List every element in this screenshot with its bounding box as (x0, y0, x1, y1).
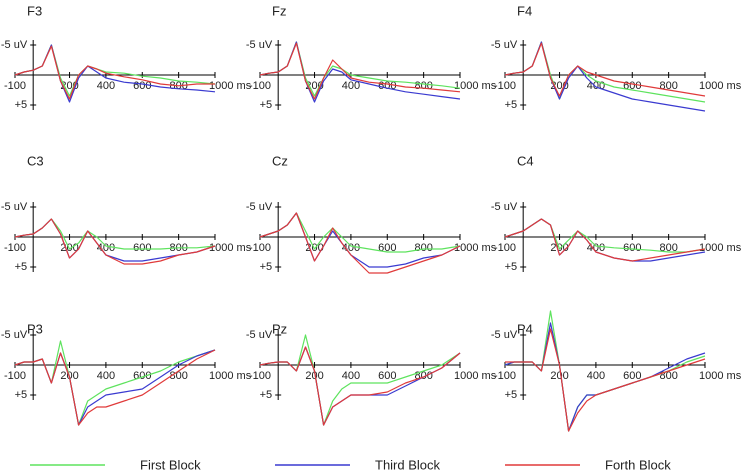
erp-line (504, 42, 706, 97)
panel-title: Cz (272, 153, 288, 168)
y-tick-label: -5 uV (1, 329, 28, 341)
erp-line (504, 218, 706, 262)
erp-line (14, 340, 216, 426)
x-tick-label: 600 (133, 242, 151, 254)
panel-title: C3 (27, 153, 44, 168)
erp-line (259, 346, 461, 426)
erp-line (259, 212, 461, 274)
panel-title: F4 (517, 3, 532, 18)
panel-title: P3 (27, 321, 43, 336)
y-tick-label: -5 uV (246, 329, 273, 341)
erp-line (505, 328, 706, 432)
x-tick-label: -100 (249, 370, 271, 382)
y-tick-label: +5 (505, 261, 518, 273)
legend-label: First Block (140, 457, 201, 472)
legend-label: Forth Block (605, 457, 671, 472)
panel-title: F3 (27, 3, 42, 18)
y-tick-label: +5 (260, 99, 273, 111)
erp-line (14, 349, 216, 426)
x-tick-label: 1000 ms (209, 370, 252, 382)
x-tick-label: -100 (494, 242, 516, 254)
x-tick-label: 800 (169, 370, 187, 382)
x-tick-label: 1000 ms (454, 242, 497, 254)
y-tick-label: +5 (15, 261, 28, 273)
x-tick-label: -100 (494, 370, 516, 382)
erp-line (14, 218, 216, 265)
x-tick-label: 400 (587, 242, 605, 254)
x-tick-label: 1000 ms (699, 80, 742, 92)
y-tick-label: +5 (15, 99, 28, 111)
x-tick-label: -100 (4, 242, 26, 254)
x-tick-label: -100 (4, 370, 26, 382)
x-tick-label: 800 (414, 80, 432, 92)
x-tick-label: 400 (342, 80, 360, 92)
x-tick-label: 1000 ms (699, 242, 742, 254)
y-tick-label: -5 uV (246, 201, 273, 213)
x-tick-label: 400 (342, 370, 360, 382)
x-tick-label: 1000 ms (699, 370, 742, 382)
x-tick-label: 200 (305, 370, 323, 382)
x-tick-label: 400 (97, 242, 115, 254)
y-tick-label: +5 (260, 389, 273, 401)
x-tick-label: 600 (378, 370, 396, 382)
erp-line (504, 41, 706, 103)
x-tick-label: 200 (550, 370, 568, 382)
x-tick-label: 800 (414, 242, 432, 254)
y-tick-label: +5 (15, 389, 28, 401)
x-tick-label: -100 (494, 80, 516, 92)
panel-title: Fz (272, 3, 286, 18)
erp-line (14, 44, 216, 103)
y-tick-label: -5 uV (246, 39, 273, 51)
x-tick-label: 1000 ms (209, 80, 252, 92)
y-tick-label: -5 uV (491, 39, 518, 51)
erp-line (259, 42, 461, 100)
x-tick-label: 400 (587, 80, 605, 92)
x-tick-label: 600 (133, 80, 151, 92)
y-tick-label: -5 uV (491, 329, 518, 341)
erp-line (504, 41, 706, 112)
x-tick-label: 600 (133, 370, 151, 382)
erp-line (259, 41, 461, 103)
erp-line (14, 349, 216, 426)
x-tick-label: -100 (4, 80, 26, 92)
x-tick-label: 1000 ms (454, 370, 497, 382)
y-tick-label: +5 (260, 261, 273, 273)
x-tick-label: 600 (623, 242, 641, 254)
y-tick-label: -5 uV (1, 39, 28, 51)
x-tick-label: 400 (342, 242, 360, 254)
x-tick-label: 400 (587, 370, 605, 382)
x-tick-label: 800 (659, 242, 677, 254)
x-tick-label: 1000 ms (209, 242, 252, 254)
erp-line (259, 346, 461, 426)
y-tick-label: -5 uV (1, 201, 28, 213)
x-tick-label: -100 (249, 80, 271, 92)
erp-line (14, 45, 215, 100)
x-tick-label: 600 (623, 370, 641, 382)
y-tick-label: +5 (505, 99, 518, 111)
panel-title: P4 (517, 321, 533, 336)
x-tick-label: 1000 ms (454, 80, 497, 92)
panel-title: Pz (272, 321, 287, 336)
x-tick-label: 400 (97, 80, 115, 92)
legend-label: Third Block (375, 457, 441, 472)
x-tick-label: -100 (249, 242, 271, 254)
y-tick-label: -5 uV (491, 201, 518, 213)
x-tick-label: 400 (97, 370, 115, 382)
y-tick-label: +5 (505, 389, 518, 401)
panel-title: C4 (517, 153, 534, 168)
